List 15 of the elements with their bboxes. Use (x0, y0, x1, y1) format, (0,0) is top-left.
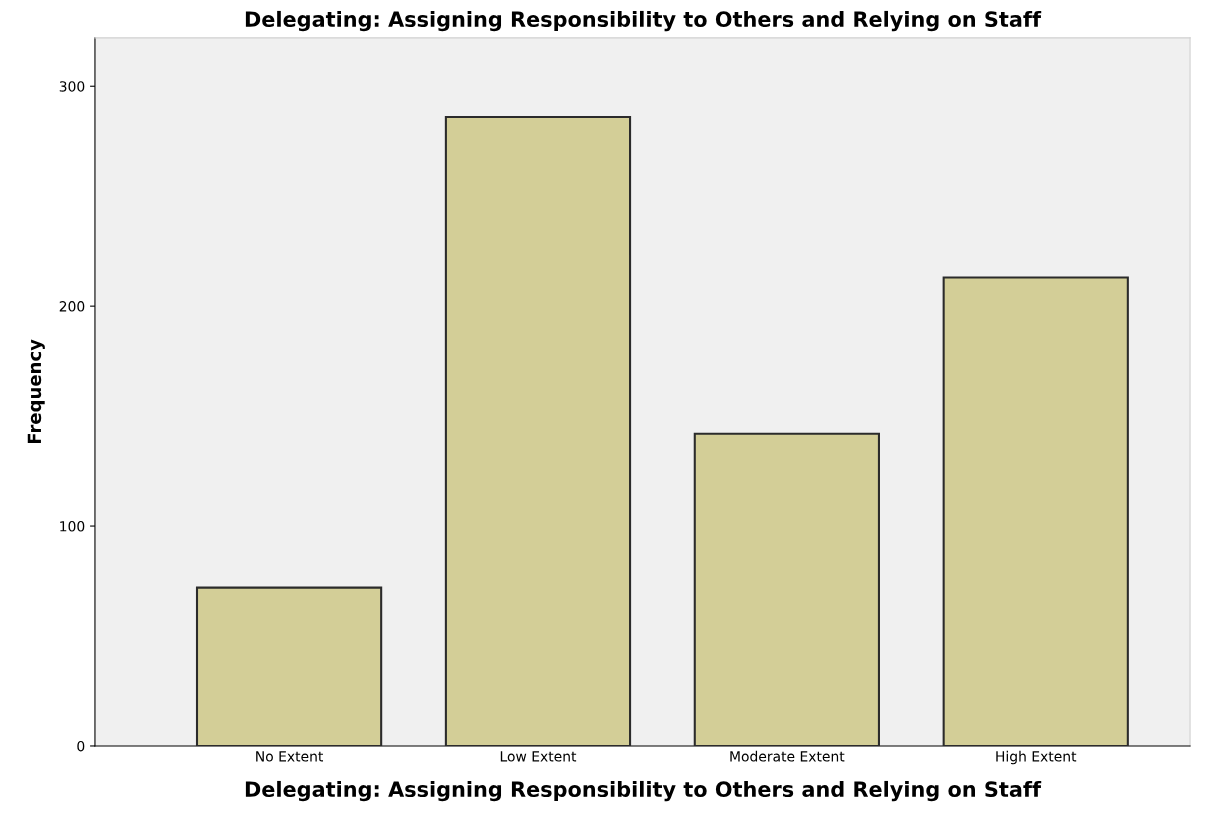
bar (942, 276, 1129, 746)
x-tick-label: Low Extent (500, 751, 577, 762)
y-tick-label: 200 (59, 301, 85, 312)
bar (693, 432, 880, 746)
x-axis-title: Delegating: Assigning Responsibility to Others and Relying on Staff (245, 780, 1042, 802)
y-tick-label: 100 (60, 521, 85, 532)
y-tick-label: 0 (77, 740, 85, 752)
y-axis-title: Frequency (27, 339, 45, 444)
bar (195, 586, 383, 746)
y-tick-label: 300 (59, 81, 85, 92)
bar (444, 115, 632, 746)
x-tick-label: Moderate Extent (730, 750, 845, 762)
x-tick-label: No Extent (256, 751, 324, 762)
x-tick-label: High Extent (996, 750, 1077, 765)
chart-title: Delegating: Assigning Responsibility to Others and Relying on Staff (245, 10, 1042, 32)
